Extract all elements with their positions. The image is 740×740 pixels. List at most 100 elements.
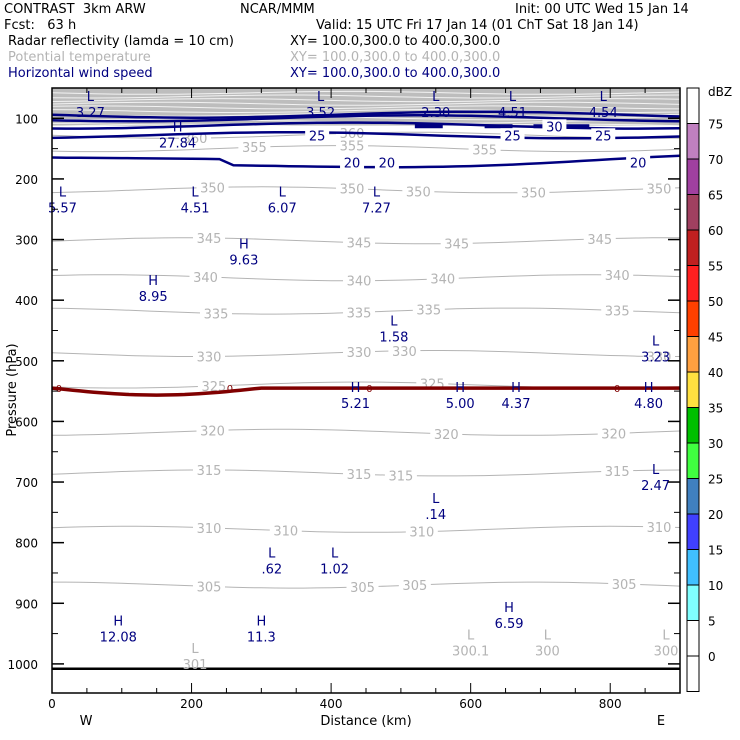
field-1-xy: XY= 100.0,300.0 to 400.0,300.0	[290, 34, 501, 49]
colorbar-label: 20	[708, 508, 723, 522]
theta-label: 345	[347, 237, 372, 252]
extremum-value: 300.1	[452, 644, 489, 659]
theta-label: 305	[402, 579, 427, 594]
theta-label: 355	[242, 141, 267, 156]
theta-label: 360	[183, 132, 208, 147]
theta-contour-dense	[51, 101, 681, 106]
theta-label: 355	[340, 140, 365, 155]
theta-label-bg	[196, 180, 229, 195]
theta-label: 340	[193, 271, 218, 286]
y-tick-label: 600	[15, 415, 38, 429]
extremum-marker-H: H	[455, 381, 465, 396]
colorbar-segment	[686, 336, 700, 373]
extremum-value: 7.27	[362, 201, 391, 216]
colorbar-label: 40	[708, 366, 723, 380]
extremum-marker-L: L	[268, 547, 276, 562]
theta-label: 335	[605, 304, 630, 319]
east-label: E	[657, 714, 665, 729]
extremum-marker-L: L	[544, 628, 552, 643]
x-tick-label: 800	[599, 697, 622, 711]
theta-label: 345	[444, 238, 469, 253]
wind-contour-label: 20	[344, 157, 361, 172]
colorbar-label: 70	[708, 153, 723, 167]
wind-label-bg	[591, 128, 616, 143]
forecast-hour: Fcst: 63 h	[4, 18, 77, 33]
colorbar-segment	[686, 620, 700, 657]
wind-speed-contour	[51, 131, 681, 140]
extremum-value: .14	[425, 508, 446, 523]
theta-label: 335	[416, 304, 441, 319]
extremum-value: 11.3	[247, 631, 276, 646]
theta-label-bg	[601, 464, 634, 479]
theta-label: 350	[647, 182, 672, 197]
theta-label-bg	[269, 523, 302, 538]
extremum-marker-L: L	[373, 185, 381, 200]
extremum-marker-L: L	[317, 90, 325, 105]
theta-label-bg	[197, 378, 230, 393]
extremum-value: 2.30	[421, 106, 450, 121]
theta-label-bg	[343, 305, 376, 320]
y-tick-label: 500	[15, 355, 38, 369]
extremum-value: 4.51	[181, 201, 210, 216]
extremum-marker-L: L	[191, 642, 199, 657]
theta-label-bg	[517, 185, 550, 200]
colorbar-label: 75	[708, 118, 723, 132]
theta-label-bg	[189, 269, 222, 284]
extremum-value: 300	[535, 644, 560, 659]
y-tick-label: 700	[15, 476, 38, 490]
extremum-value: .62	[261, 563, 282, 578]
wind-contour-label: 20	[379, 157, 396, 172]
theta-label: 320	[434, 428, 459, 443]
theta-label-bg	[643, 181, 676, 196]
extremum-marker-H: H	[256, 615, 266, 630]
wind-label-bg	[542, 119, 567, 134]
wind-contour-label: 25	[309, 129, 326, 144]
extremum-marker-L: L	[331, 547, 339, 562]
colorbar-label: 50	[708, 295, 723, 309]
colorbar-segment	[686, 549, 700, 586]
extremum-value: 300	[654, 644, 679, 659]
colorbar-segment	[686, 513, 700, 550]
theta-label: 340	[430, 273, 455, 288]
theta-label: 330	[647, 350, 672, 365]
colorbar-segment	[686, 87, 700, 124]
wind-contour-label: 25	[595, 129, 612, 144]
theta-label: 315	[388, 469, 413, 484]
theta-label: 345	[197, 232, 222, 247]
extremum-value: 6.07	[268, 201, 297, 216]
theta-label-bg	[601, 267, 634, 282]
theta-label-bg	[468, 142, 501, 157]
field-2-name: Potential temperature	[8, 50, 151, 65]
theta-label-bg	[193, 230, 225, 245]
extremum-marker-L: L	[87, 90, 95, 105]
theta-label-bg	[336, 181, 369, 196]
y-tick-label: 1000	[7, 658, 38, 672]
extremum-marker-H: H	[351, 381, 361, 396]
extremum-marker-L: L	[662, 628, 670, 643]
colorbar-label: 55	[708, 260, 723, 274]
extremum-value: 12.08	[100, 631, 137, 646]
theta-label-bg	[388, 343, 421, 358]
extremum-marker-L: L	[652, 463, 660, 478]
theta-label: 345	[587, 233, 612, 248]
extremum-value: 5.57	[48, 201, 77, 216]
extremum-marker-H: H	[511, 381, 521, 396]
extremum-value: 9.63	[229, 253, 258, 268]
colorbar-segment	[686, 407, 700, 444]
extremum-marker-H: H	[239, 237, 249, 252]
theta-label: 340	[605, 269, 630, 284]
colorbar-segment	[686, 123, 700, 160]
west-label: W	[80, 714, 93, 729]
extremum-marker-H: H	[173, 120, 183, 135]
model-title: CONTRAST 3km ARW	[4, 2, 146, 17]
colorbar-label: 30	[708, 437, 723, 451]
extremum-marker-L: L	[509, 90, 517, 105]
colorbar-segment	[686, 265, 700, 302]
wind-label-bg	[340, 155, 365, 170]
colorbar-segment	[686, 229, 700, 266]
extremum-value: 1.02	[320, 563, 349, 578]
x-tick-label: 200	[180, 697, 203, 711]
theta-label-bg	[193, 579, 225, 594]
theta-label: 360	[340, 127, 365, 142]
colorbar-label: 0	[708, 650, 716, 664]
